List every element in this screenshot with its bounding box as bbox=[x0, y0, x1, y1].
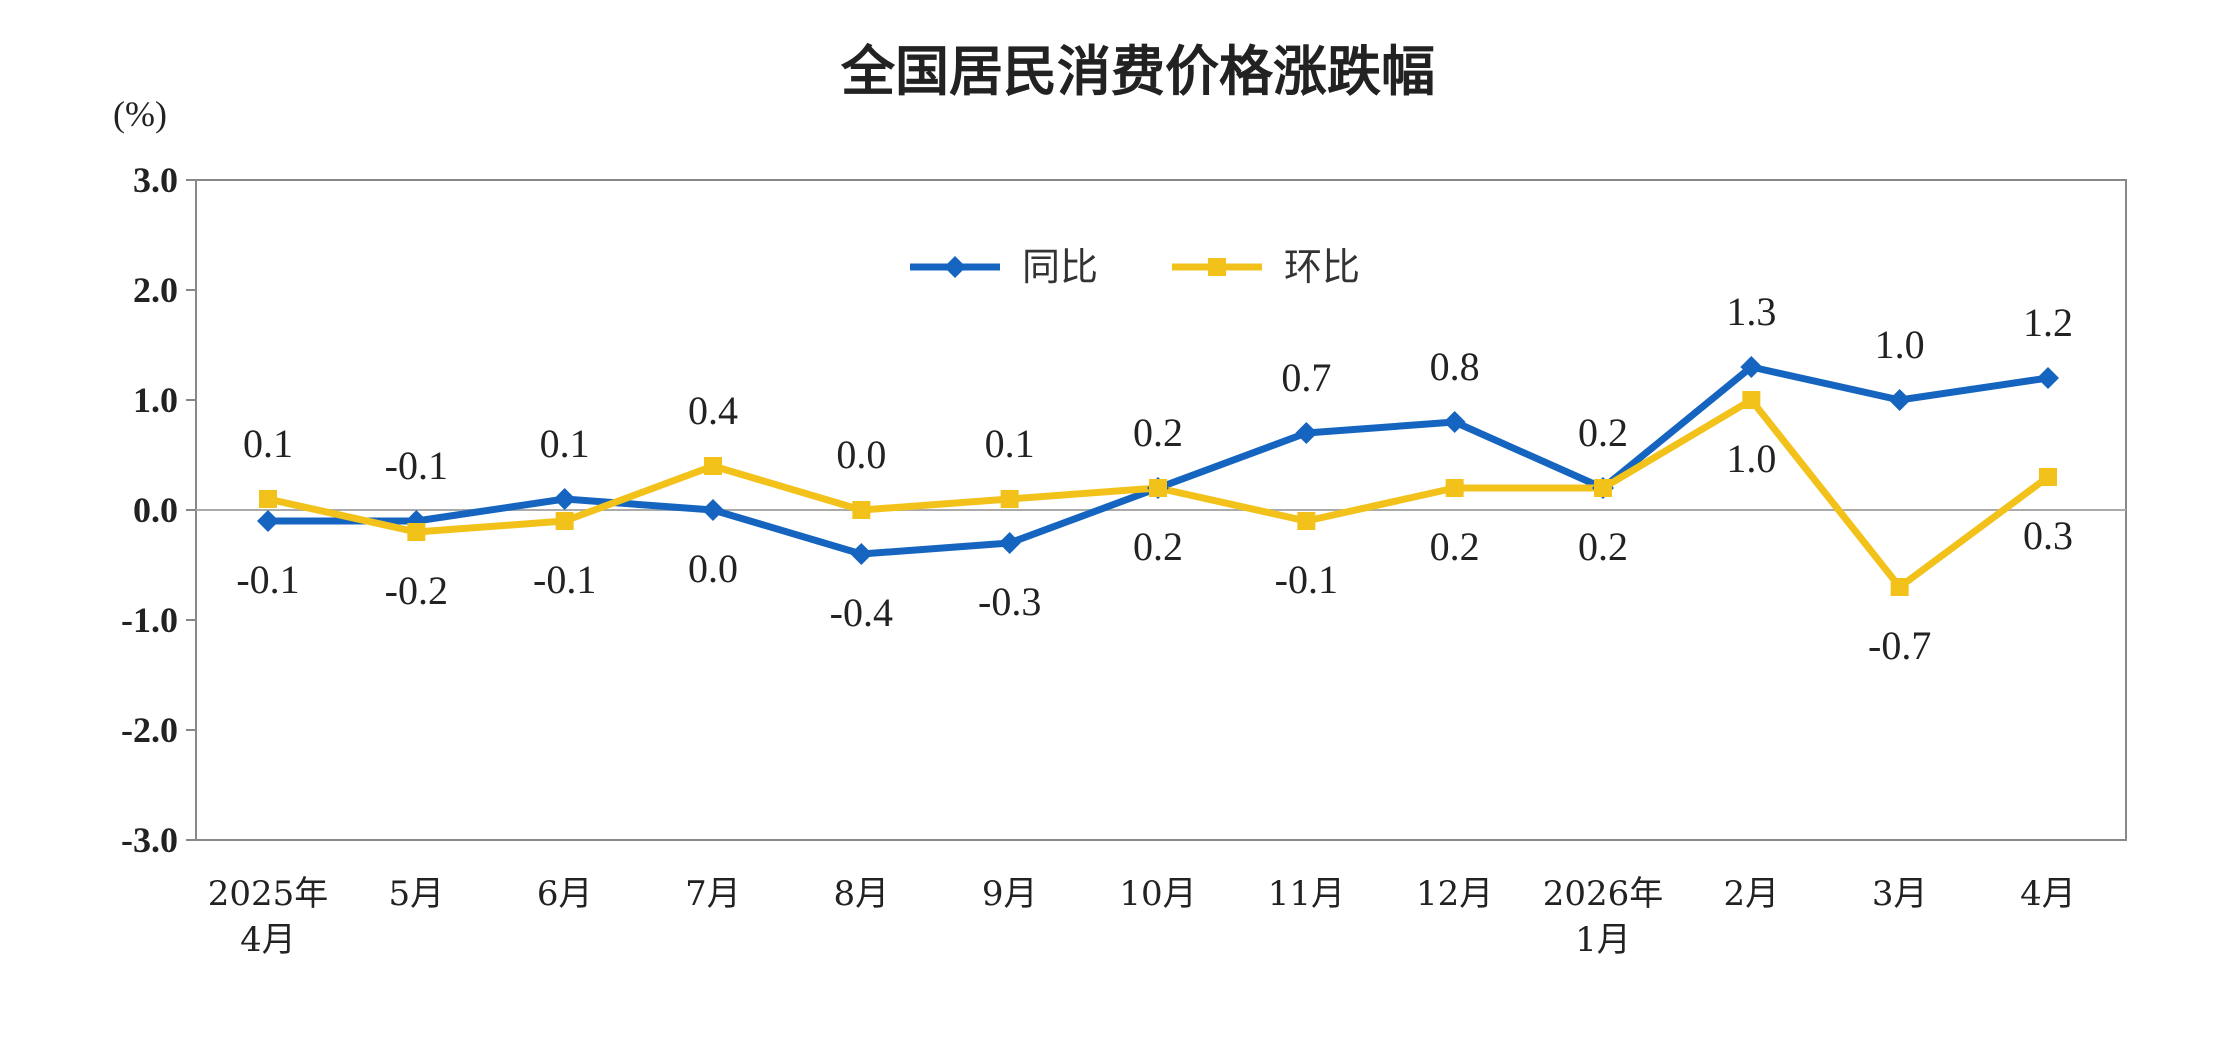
y-tick-label: 0.0 bbox=[133, 490, 178, 530]
series-1-point bbox=[259, 490, 277, 508]
x-tick-line: 8月 bbox=[834, 874, 890, 914]
x-tick-line: 12月 bbox=[1416, 874, 1493, 914]
x-tick-line: 1月 bbox=[1575, 920, 1631, 960]
series-0-data-label: -0.1 bbox=[236, 557, 299, 602]
x-tick-line: 11月 bbox=[1268, 874, 1345, 914]
x-tick-label: 8月 bbox=[834, 874, 890, 914]
series-0-point bbox=[2037, 367, 2059, 389]
series-0-data-label: 0.0 bbox=[688, 546, 738, 591]
series-1-data-label: 0.4 bbox=[688, 388, 738, 433]
series-1-point bbox=[704, 457, 722, 475]
series-1-data-label: -0.2 bbox=[385, 568, 448, 613]
x-tick-line: 2025年 bbox=[208, 874, 329, 914]
series-1-point bbox=[1445, 479, 1464, 497]
x-tick-label: 6月 bbox=[537, 874, 593, 914]
series-0-point bbox=[850, 543, 873, 565]
x-tick-label: 2025年 4月 bbox=[208, 874, 329, 960]
x-tick-line: 4月 bbox=[2020, 874, 2076, 914]
series-markers bbox=[257, 356, 2059, 596]
x-tick-label: 2月 bbox=[1724, 874, 1780, 914]
x-tick-label: 5月 bbox=[389, 874, 445, 914]
x-tick-label: 3月 bbox=[1872, 874, 1928, 914]
series-1-point bbox=[1149, 479, 1167, 497]
series-0-point bbox=[998, 532, 1021, 554]
y-unit-label: (%) bbox=[113, 94, 167, 134]
series-0-data-label: 1.2 bbox=[2023, 300, 2073, 345]
series-1-data-label: 0.2 bbox=[1578, 524, 1628, 569]
series-1-data-label: 0.0 bbox=[836, 432, 886, 477]
series-1-data-label: 0.2 bbox=[1133, 524, 1183, 569]
series-0-point bbox=[257, 510, 279, 532]
x-tick-line: 4月 bbox=[240, 920, 296, 960]
y-tick-label: 2.0 bbox=[133, 270, 178, 310]
series-1-point bbox=[2039, 468, 2057, 486]
series-0-point bbox=[553, 488, 576, 510]
data-labels: -0.1 -0.1 0.1 0.0 -0.4 -0.3 0.2 0.7 0.8 0.2 1.3 1.0… bbox=[236, 289, 2073, 668]
series-0-point bbox=[1888, 389, 1911, 411]
series-0-data-label: 1.0 bbox=[1875, 322, 1925, 367]
series-0-data-label: 0.7 bbox=[1281, 355, 1331, 400]
series-0-point bbox=[1740, 356, 1763, 378]
series-1-data-label: 0.1 bbox=[243, 421, 293, 466]
series-1-data-label: -0.1 bbox=[1275, 557, 1338, 602]
legend-marker-1 bbox=[1208, 258, 1226, 276]
series-1-data-label: 0.1 bbox=[985, 421, 1035, 466]
series-0-data-label: -0.3 bbox=[978, 579, 1041, 624]
x-tick-label: 10月 bbox=[1119, 874, 1196, 914]
series-1-data-label: -0.7 bbox=[1868, 623, 1931, 668]
y-tick-label: -2.0 bbox=[121, 710, 178, 750]
x-tick-label: 9月 bbox=[982, 874, 1038, 914]
x-tick-label: 7月 bbox=[685, 874, 741, 914]
x-tick-line: 10月 bbox=[1119, 874, 1196, 914]
y-axis: 3.0 2.0 1.0 0.0 -1.0 -2.0 -3.0 bbox=[121, 160, 196, 860]
x-tick-line: 6月 bbox=[537, 874, 593, 914]
series-0-data-label: 1.3 bbox=[1726, 289, 1776, 334]
series-1-point bbox=[1000, 490, 1019, 508]
series-1-point bbox=[1890, 578, 1909, 596]
y-tick-label: -1.0 bbox=[121, 600, 178, 640]
series-0-data-label: -0.1 bbox=[385, 443, 448, 488]
x-axis: 2025年 4月 5月 6月 7月 8月 9月 10月 11月 12月 2026年 1月 2月 3月 4月 bbox=[208, 874, 2076, 960]
x-tick-label: 12月 bbox=[1416, 874, 1493, 914]
series-0-data-label: -0.4 bbox=[830, 590, 893, 635]
x-tick-label: 11月 bbox=[1268, 874, 1345, 914]
legend-label-1: 环比 bbox=[1284, 245, 1360, 289]
series-1-data-label: -0.1 bbox=[533, 557, 596, 602]
series-1-point bbox=[1594, 479, 1612, 497]
series-0-point bbox=[702, 499, 724, 521]
series-1-point bbox=[407, 523, 426, 541]
x-tick-line: 7月 bbox=[685, 874, 741, 914]
x-tick-line: 5月 bbox=[389, 874, 445, 914]
x-tick-label: 2026年 1月 bbox=[1543, 874, 1664, 960]
series-1-point bbox=[852, 501, 871, 519]
series-0-point bbox=[1295, 422, 1318, 444]
series-1-data-label: 0.3 bbox=[2023, 513, 2073, 558]
series-1-point bbox=[1297, 512, 1316, 530]
series-1-point bbox=[1742, 391, 1761, 409]
y-tick-label: 1.0 bbox=[133, 380, 178, 420]
y-tick-label: 3.0 bbox=[133, 160, 178, 200]
legend-marker-0 bbox=[944, 256, 966, 278]
series-0-data-label: 0.8 bbox=[1430, 344, 1480, 389]
series-0-data-label: 0.2 bbox=[1133, 410, 1183, 455]
series-0-data-label: 0.1 bbox=[540, 421, 590, 466]
series-0-data-label: 0.2 bbox=[1578, 410, 1628, 455]
x-tick-label: 4月 bbox=[2020, 874, 2076, 914]
legend-label-0: 同比 bbox=[1022, 245, 1098, 289]
x-tick-line: 9月 bbox=[982, 874, 1038, 914]
x-tick-line: 3月 bbox=[1872, 874, 1928, 914]
legend: 同比 环比 bbox=[910, 245, 1360, 289]
x-tick-line: 2026年 bbox=[1543, 874, 1664, 914]
series-0-point bbox=[1443, 411, 1466, 433]
series-1-data-label: 0.2 bbox=[1430, 524, 1480, 569]
x-tick-line: 2月 bbox=[1724, 874, 1780, 914]
series-1-point bbox=[555, 512, 574, 530]
chart-title: 全国居民消费价格涨跌幅 bbox=[840, 40, 1435, 103]
y-tick-label: -3.0 bbox=[121, 820, 178, 860]
series-1-data-label: 1.0 bbox=[1726, 436, 1776, 481]
